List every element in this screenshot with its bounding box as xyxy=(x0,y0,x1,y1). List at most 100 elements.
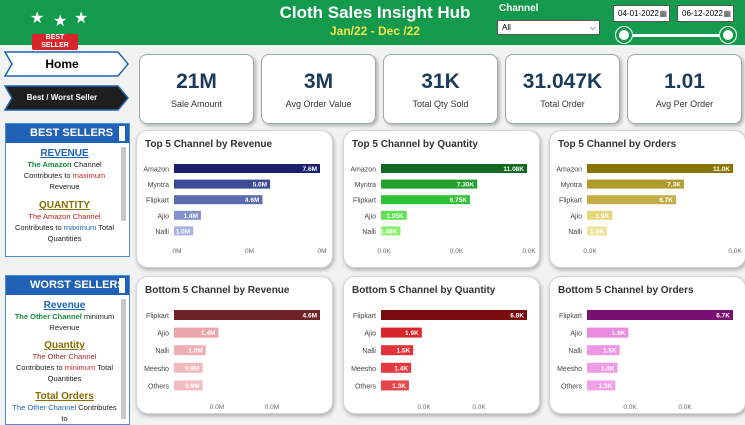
home-button-shape xyxy=(4,51,129,77)
best-worst-seller-button[interactable]: Best / Worst Seller xyxy=(4,85,130,111)
chart-title: Top 5 Channel by Orders xyxy=(558,139,677,150)
kpi-card-avg-order-value: 3M Avg Order Value xyxy=(261,54,376,124)
bar[interactable] xyxy=(381,195,470,205)
worst-orders-title: Total Orders xyxy=(35,391,94,402)
category-label: Nalli xyxy=(155,229,169,236)
channel-filter-label: Channel xyxy=(499,3,539,14)
bar[interactable] xyxy=(587,380,616,391)
bar[interactable] xyxy=(381,210,407,220)
category-label: Ajio xyxy=(364,213,376,220)
bar[interactable] xyxy=(174,327,219,338)
category-label: Myntra xyxy=(355,182,377,189)
star-icon: ★ xyxy=(30,8,45,27)
kpi-value: 3M xyxy=(303,70,334,93)
start-date-input[interactable]: 04-01-2022 ▦ xyxy=(613,5,670,22)
data-label: 4.6M xyxy=(245,197,259,204)
bar[interactable] xyxy=(587,226,607,236)
worst-orders-text: The Other Channel Contributes to xyxy=(12,403,117,423)
bar[interactable] xyxy=(587,362,618,373)
bar[interactable] xyxy=(587,210,613,220)
bar[interactable] xyxy=(381,164,527,173)
data-label: 6.7K xyxy=(716,313,730,320)
category-label: Amazon xyxy=(143,167,169,174)
kpi-value: 31K xyxy=(421,70,460,93)
chart-top-quantity: Top 5 Channel by Quantity Amazon 11.08K My… xyxy=(343,130,540,268)
data-label: 0.9M xyxy=(185,383,199,390)
category-label: Others xyxy=(148,383,170,390)
x-tick-label: 0.0K xyxy=(678,404,692,411)
bar[interactable] xyxy=(381,380,409,391)
data-label: 1.4M xyxy=(183,213,197,220)
channel-dropdown[interactable]: All ⌵ xyxy=(497,20,600,35)
bar[interactable] xyxy=(174,362,203,373)
bar[interactable] xyxy=(587,327,629,338)
data-label: 1.5K xyxy=(590,228,604,235)
chart-top-orders: Top 5 Channel by Orders Amazon 11.0K Myntr… xyxy=(549,130,745,268)
chart-canvas: Amazon 11.0K Myntra 7.3K Flipkart 6.7K Ajio 1.9… xyxy=(556,164,742,255)
data-label: 4.6M xyxy=(303,313,317,320)
x-tick-label: 0.0K xyxy=(522,248,536,255)
bar[interactable] xyxy=(174,195,263,205)
bar[interactable] xyxy=(381,310,527,320)
bar[interactable] xyxy=(587,310,733,320)
bar[interactable] xyxy=(587,345,620,356)
bar[interactable] xyxy=(174,179,271,189)
data-label: 6.7K xyxy=(659,197,673,204)
category-label: Ajio xyxy=(157,331,169,338)
bar[interactable] xyxy=(587,164,733,173)
bar[interactable] xyxy=(174,310,320,320)
star-icon: ★ xyxy=(53,11,68,30)
category-label: Others xyxy=(355,383,377,390)
category-label: Myntra xyxy=(148,182,170,189)
category-label: Myntra xyxy=(561,182,583,189)
best-revenue-text: The Amazon Channel Contributes to maximu… xyxy=(23,160,106,191)
bar[interactable] xyxy=(174,345,206,356)
data-label: 7.3K xyxy=(667,182,681,189)
bar[interactable] xyxy=(174,164,320,173)
kpi-label: Sale Amount xyxy=(170,99,223,109)
x-tick-label: 0M xyxy=(317,248,326,255)
kpi-value: 31.047K xyxy=(522,70,603,93)
worst-revenue-title: Revenue xyxy=(43,300,86,311)
category-label: Nalli xyxy=(568,348,582,355)
category-label: Meesho xyxy=(557,366,582,373)
panel-scroll-handle[interactable] xyxy=(119,278,125,293)
bar[interactable] xyxy=(381,226,401,236)
panel-scrollbar[interactable] xyxy=(121,299,126,419)
page-subtitle: Jan/22 - Dec /22 xyxy=(329,24,421,38)
channel-dropdown-value: All xyxy=(502,23,511,32)
chart-canvas: Amazon 7.6M Myntra 5.0M Flipkart 4.6M Ajio 1.4M… xyxy=(143,164,327,255)
category-label: Meesho xyxy=(351,366,376,373)
category-label: Flipkart xyxy=(146,313,169,320)
bar[interactable] xyxy=(587,179,684,189)
category-label: Meesho xyxy=(144,366,169,373)
data-label: 1.3K xyxy=(392,383,406,390)
worst-quantity-title: Quantity xyxy=(44,340,85,351)
date-range-end-handle[interactable] xyxy=(720,27,736,43)
end-date-input[interactable]: 06-12-2022 ▦ xyxy=(677,5,734,22)
bar[interactable] xyxy=(587,195,676,205)
bar[interactable] xyxy=(381,327,422,338)
bar[interactable] xyxy=(381,345,414,356)
kpi-card-total-qty: 31K Total Qty Sold xyxy=(383,54,498,124)
x-tick-label: 0.0K xyxy=(450,248,464,255)
home-button[interactable]: Home xyxy=(4,51,130,77)
worst-quantity-text: The Other Channel Contributes to minimum… xyxy=(16,352,113,383)
panel-scrollbar[interactable] xyxy=(121,147,126,221)
bar[interactable] xyxy=(381,362,412,373)
panel-scroll-handle[interactable] xyxy=(119,126,125,141)
bar[interactable] xyxy=(174,380,203,391)
bar[interactable] xyxy=(381,179,478,189)
category-label: Flipkart xyxy=(353,198,376,205)
calendar-icon[interactable]: ▦ xyxy=(659,9,667,18)
bar[interactable] xyxy=(174,210,201,220)
chart-title: Bottom 5 Channel by Quantity xyxy=(352,285,496,296)
category-label: Flipkart xyxy=(559,313,582,320)
date-range-start-handle[interactable] xyxy=(616,27,632,43)
calendar-icon[interactable]: ▦ xyxy=(723,9,731,18)
chart-title: Bottom 5 Channel by Revenue xyxy=(145,285,290,296)
data-label: 1.0M xyxy=(176,228,190,235)
data-label: 1.9K xyxy=(405,330,419,337)
date-range-slider-track[interactable] xyxy=(620,34,732,37)
bar[interactable] xyxy=(174,226,194,236)
